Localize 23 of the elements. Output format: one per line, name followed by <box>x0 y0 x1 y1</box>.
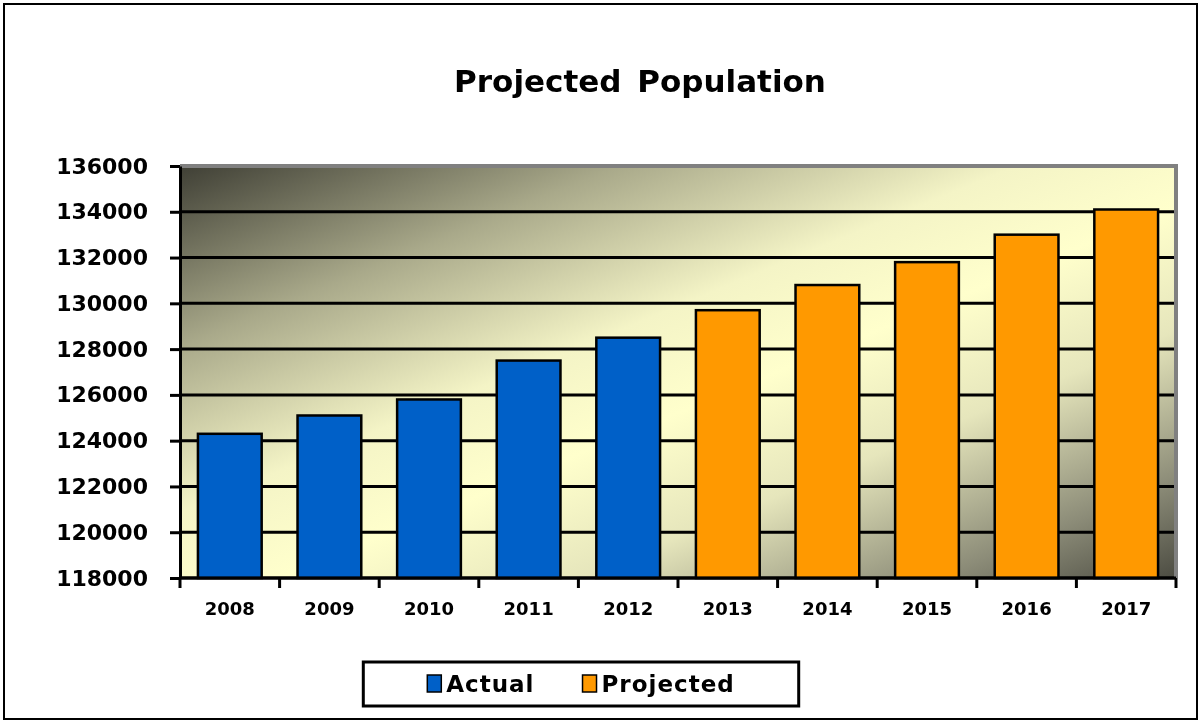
y-tick-label: 128000 <box>56 336 148 362</box>
y-tick-label: 122000 <box>56 473 148 499</box>
x-tick-label: 2014 <box>802 597 853 619</box>
y-tick-label: 136000 <box>56 153 148 179</box>
chart-title: Projected Population <box>454 63 826 99</box>
x-tick-label: 2011 <box>503 597 554 619</box>
y-tick-label: 130000 <box>56 290 148 316</box>
x-tick-label: 2009 <box>304 597 355 619</box>
legend-label: Actual <box>446 671 535 698</box>
x-tick-label: 2016 <box>1001 597 1052 619</box>
y-tick-label: 134000 <box>56 199 148 225</box>
y-tick-label: 118000 <box>56 565 148 591</box>
y-tick-label: 120000 <box>56 519 148 545</box>
legend-label: Projected <box>601 671 735 698</box>
y-tick-label: 126000 <box>56 382 148 408</box>
x-tick-label: 2015 <box>901 597 953 619</box>
x-tick-label: 2010 <box>403 597 455 619</box>
x-tick-label: 2017 <box>1101 597 1152 619</box>
x-tick-label: 2012 <box>603 597 654 619</box>
x-tick-label: 2013 <box>702 597 753 619</box>
y-tick-label: 124000 <box>56 428 148 454</box>
y-tick-label: 132000 <box>56 245 148 271</box>
x-tick-label: 2008 <box>204 597 255 619</box>
